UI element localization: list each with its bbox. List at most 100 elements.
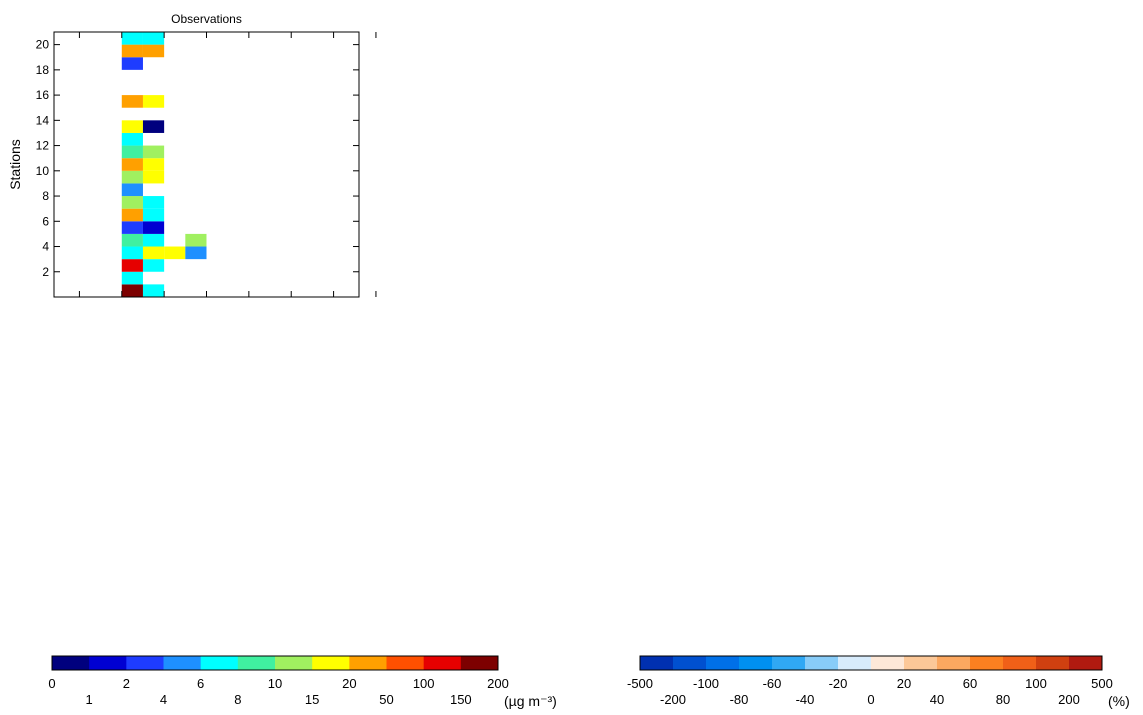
colorbar-swatch: [970, 656, 1004, 670]
heatmap-cell: [121, 183, 143, 197]
colorbar-swatch: [904, 656, 938, 670]
colorbar-label: 2: [123, 676, 130, 691]
colorbar-label: 15: [305, 692, 319, 707]
y-tick-label: 12: [36, 139, 50, 153]
colorbar-label: -500: [627, 676, 653, 691]
panel-title: Observations: [171, 12, 242, 26]
colorbar-label: -40: [796, 692, 815, 707]
heatmap-cell: [142, 158, 165, 171]
colorbar-swatch: [706, 656, 740, 670]
colorbar-swatch: [275, 656, 313, 670]
colorbar-unit: (µg m⁻³): [504, 693, 557, 709]
heatmap-cell: [142, 170, 165, 184]
colorbar-swatch: [52, 656, 90, 670]
heatmap-cell: [121, 32, 143, 45]
colorbar-swatch: [237, 656, 276, 670]
heatmap-cell: [142, 44, 165, 58]
heatmap-cell: [121, 120, 143, 133]
colorbar-label: -80: [730, 692, 749, 707]
y-tick-label: 2: [42, 265, 49, 279]
colorbar-swatch: [937, 656, 971, 670]
heatmap-cell: [121, 158, 143, 171]
heatmap-cell: [121, 145, 143, 159]
y-tick-label: 8: [42, 189, 49, 203]
concentration_scale-colorbar: 0 1 2 4 6 8 10 15 20 50 100 150 200 (µg m⁻³): [48, 655, 557, 709]
colorbar-swatch: [423, 656, 462, 670]
heatmap-cell: [142, 95, 165, 108]
y-tick-label: 20: [36, 38, 50, 52]
colorbar-label: 0: [48, 676, 55, 691]
heatmap-cell: [142, 246, 165, 260]
y-tick-label: 6: [42, 214, 49, 228]
colorbar-swatch: [126, 656, 164, 670]
colorbar-swatch: [386, 656, 425, 670]
colorbar-swatch: [1036, 656, 1070, 670]
colorbar-label: 10: [268, 676, 282, 691]
colorbar-swatch: [805, 656, 839, 670]
colorbar-label: 200: [1058, 692, 1080, 707]
colorbar-label: -20: [829, 676, 848, 691]
colorbar-label: -200: [660, 692, 686, 707]
colorbar-swatch: [838, 656, 872, 670]
colorbar-label: 100: [413, 676, 435, 691]
heatmap-cell: [121, 259, 143, 272]
y-axis-label: Stations: [7, 139, 23, 190]
colorbar-label: 150: [450, 692, 472, 707]
colorbar-label: 100: [1025, 676, 1047, 691]
colorbar-swatch: [163, 656, 202, 670]
heatmap-cell: [185, 233, 207, 247]
colorbar-label: 500: [1091, 676, 1113, 691]
colorbar-swatch: [460, 656, 499, 670]
panel-0: Observations 2 4 6 8 10 12 14 16 18 20 Stations: [7, 12, 377, 298]
heatmap-cell: [121, 233, 143, 247]
heatmap-cell: [142, 259, 165, 272]
heatmap-panels: Observations 2 4 6 8 10 12 14 16 18 20 Stations: [7, 12, 377, 298]
colorbar-label: -100: [693, 676, 719, 691]
colorbar-swatch: [673, 656, 707, 670]
heatmap-cell: [121, 170, 143, 184]
colorbar-label: 0: [867, 692, 874, 707]
heatmap-cell: [142, 233, 165, 247]
colorbar-label: 1: [86, 692, 93, 707]
colorbar-label: 4: [160, 692, 167, 707]
heatmap-cell: [121, 271, 143, 285]
heatmap-cell: [121, 208, 143, 222]
heatmap-cell: [121, 44, 143, 58]
colorbar-frame: [51, 655, 499, 671]
colorbar-swatch: [200, 656, 239, 670]
colorbar-label: 50: [379, 692, 393, 707]
heatmap-cell: [142, 145, 165, 159]
colorbar-swatch: [349, 656, 387, 670]
y-tick-label: 14: [36, 113, 50, 127]
heatmap-cell: [185, 246, 207, 260]
colorbar-label: 60: [963, 676, 977, 691]
heatmap-cell: [142, 196, 165, 209]
heatmap-cell: [121, 221, 143, 234]
y-tick-label: 4: [42, 240, 49, 254]
colorbar-swatch: [871, 656, 905, 670]
colorbar-swatch: [640, 656, 674, 670]
colorbar-label: -60: [763, 676, 782, 691]
heatmap-cell: [142, 221, 165, 234]
heatmap-cell: [142, 208, 165, 222]
heatmap-cell: [142, 284, 165, 297]
colorbar-swatch: [1069, 656, 1103, 670]
colorbar-unit: (%): [1108, 693, 1130, 709]
y-tick-label: 18: [36, 63, 50, 77]
heatmap-cell: [121, 246, 143, 260]
y-tick-label: 10: [36, 164, 50, 178]
heatmap-cell: [121, 57, 143, 70]
colorbar-label: 20: [342, 676, 356, 691]
heatmap-cell: [121, 132, 143, 146]
colorbar-swatch: [312, 656, 350, 670]
heatmap-cell: [121, 284, 143, 297]
colorbar-swatch: [1003, 656, 1037, 670]
colorbar-frame: [639, 655, 1103, 671]
heatmap-cell: [142, 32, 165, 45]
colorbar-swatch: [772, 656, 806, 670]
heatmap-cell: [142, 120, 165, 133]
y-tick-label: 16: [36, 88, 50, 102]
bias_scale-colorbar: -500-200-100-80-60-40-200204060801002005…: [627, 655, 1130, 709]
